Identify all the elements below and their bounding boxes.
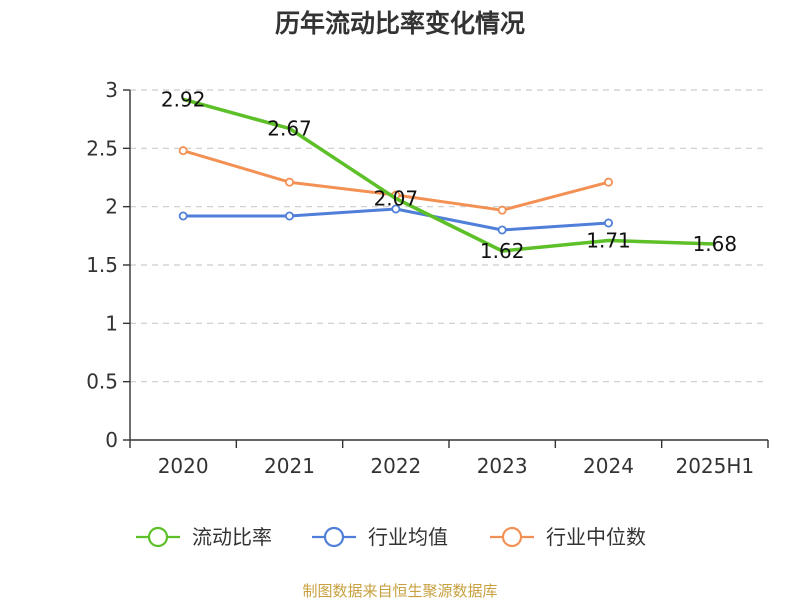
data-label: 1.62 [480,239,525,263]
legend-item-industry_mean[interactable]: 行业均值 [312,525,448,549]
series-lines [178,97,715,253]
y-tick-label: 0 [105,428,118,452]
chart-title: 历年流动比率变化情况 [275,9,525,38]
source-note: 制图数据来自恒生聚源数据库 [302,582,497,600]
y-tick-label: 2 [105,195,118,219]
data-point-industry_mean[interactable] [284,211,294,221]
legend[interactable]: 流动比率 行业均值 行业中位数 [136,525,646,549]
y-tick-label: 2.5 [86,136,118,160]
x-tick-label: 2025H1 [675,454,754,478]
x-tick-label: 2024 [583,454,634,478]
data-point-industry_median[interactable] [497,205,507,215]
legend-label: 流动比率 [192,525,272,549]
data-label: 1.68 [693,232,738,256]
x-tick-label: 2022 [370,454,421,478]
legend-marker-icon [147,526,169,548]
y-tick-label: 1 [105,311,118,335]
x-tick-label: 2020 [158,454,209,478]
data-labels: 2.92 2.67 2.07 1.62 1.71 1.68 [161,87,737,263]
data-label: 2.67 [267,117,312,141]
data-point-industry_median[interactable] [284,177,294,187]
y-tick-label: 1.5 [86,253,118,277]
y-tick-label: 0.5 [86,370,118,394]
grid-lines [130,89,768,383]
legend-marker-icon [501,526,523,548]
legend-label: 行业中位数 [546,525,646,549]
x-tick-label: 2021 [264,454,315,478]
data-point-industry_median[interactable] [178,146,188,156]
data-point-industry_median[interactable] [604,177,614,187]
data-label: 2.07 [374,187,419,211]
legend-marker-icon [323,526,345,548]
data-label: 2.92 [161,87,206,111]
data-point-industry_mean[interactable] [178,211,188,221]
data-label: 1.71 [586,229,631,253]
y-tick-label: 3 [105,78,118,102]
legend-label: 行业均值 [368,525,448,549]
legend-item-current_ratio[interactable]: 流动比率 [136,525,272,549]
axes: 0 0.5 1 1.5 2 2.5 3 2020 2021 2022 2023 2024 2025H1 [86,78,769,478]
x-tick-label: 2023 [477,454,528,478]
data-point-industry_mean[interactable] [604,218,614,228]
legend-item-industry_median[interactable]: 行业中位数 [490,525,646,549]
data-point-industry_mean[interactable] [391,204,401,214]
data-point-industry_mean[interactable] [497,225,507,235]
series-line-current_ratio [182,97,715,253]
